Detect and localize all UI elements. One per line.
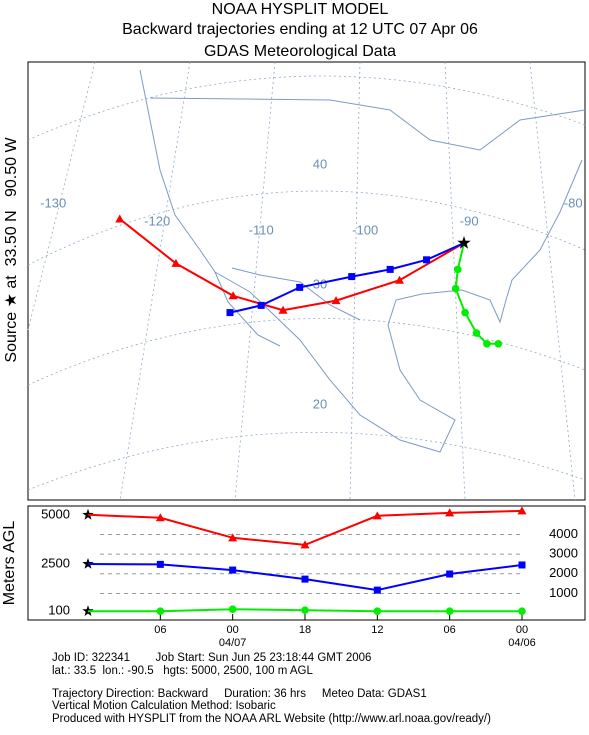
x-tick-label: 18 <box>299 624 311 636</box>
trajectory-point <box>472 329 481 337</box>
trajectory-point <box>228 605 237 613</box>
footer-line: Job ID: 322341 Job Start: Sun Jun 25 23:… <box>52 652 371 664</box>
x-tick-label: 12 <box>371 624 383 636</box>
trajectory-point <box>518 607 526 615</box>
source-label: Source ★ at 33.50 N 90.50 W <box>3 137 20 363</box>
y-tick-label: 5000 <box>41 506 70 521</box>
y-tick-label: 100 <box>48 603 70 618</box>
trajectory-point <box>446 570 454 578</box>
trajectory-point <box>518 561 526 569</box>
longitude-label: -120 <box>144 213 170 228</box>
tick-star <box>82 558 94 569</box>
longitude-label: -100 <box>352 222 378 237</box>
trajectory-point <box>296 283 304 291</box>
y2-tick-label: 3000 <box>549 546 578 561</box>
trajectory-point <box>461 308 469 317</box>
trajectory-point <box>386 265 394 273</box>
longitude-label: -110 <box>249 222 274 237</box>
y2-tick-label: 4000 <box>549 526 578 541</box>
trajectory-point <box>445 607 454 615</box>
trajectory-point <box>451 284 460 293</box>
trajectory-point <box>494 340 503 348</box>
latitude-label: 20 <box>313 396 327 411</box>
trajectory-point <box>372 511 382 520</box>
coastline <box>139 69 586 453</box>
trajectory-point <box>483 340 491 348</box>
trajectory-line <box>229 242 465 314</box>
longitude-label: -80 <box>564 195 583 210</box>
footer-line: Vertical Motion Calculation Method: Isob… <box>52 700 276 712</box>
trajectory-point <box>228 533 238 542</box>
latitude-label: 40 <box>313 156 327 171</box>
y-tick-label: 2500 <box>41 555 70 570</box>
map-frame <box>27 61 586 501</box>
trajectory-point <box>228 291 238 300</box>
graticule <box>27 61 586 501</box>
trajectory-point <box>115 214 125 223</box>
trajectory-point <box>373 607 382 615</box>
height-line <box>87 509 523 546</box>
subtitle: Backward trajectories ending at 12 UTC 0… <box>122 21 478 38</box>
trajectory-point <box>301 606 309 614</box>
trajectory-point <box>257 301 265 309</box>
trajectory-point <box>278 305 288 314</box>
y2-tick-label: 2000 <box>549 565 578 580</box>
trajectory-point <box>453 265 462 274</box>
trajectory-line <box>454 242 499 345</box>
date-label: 04/06 <box>508 637 536 649</box>
title: NOAA HYSPLIT MODEL <box>212 1 389 18</box>
trajectory-point <box>517 506 527 515</box>
footer-line: Produced with HYSPLIT from the NOAA ARL … <box>52 713 491 725</box>
trajectory-point <box>445 508 455 517</box>
trajectory-point <box>171 258 181 267</box>
trajectory-point <box>229 566 237 574</box>
x-tick-label: 06 <box>444 624 456 636</box>
date-label: 04/07 <box>219 637 247 649</box>
tick-star <box>82 508 94 520</box>
y2-tick-label: 1000 <box>549 585 578 600</box>
trajectory-point <box>156 607 165 615</box>
trajectory-point <box>156 560 164 568</box>
trajectory-point <box>226 309 234 317</box>
height-axis-label: Meters AGL <box>1 521 18 606</box>
trajectory-point <box>331 296 341 305</box>
footer-line: lat.: 33.5 lon.: -90.5 hgts: 5000, 2500,… <box>52 665 313 677</box>
trajectory-point <box>395 275 405 284</box>
x-tick-label: 00 <box>516 624 528 636</box>
x-tick-label: 06 <box>154 624 166 636</box>
x-tick-label: 00 <box>227 624 239 636</box>
subtitle2: GDAS Meteorological Data <box>204 43 396 60</box>
height-frame <box>27 505 586 621</box>
longitude-label: -130 <box>40 195 66 210</box>
trajectory-point <box>373 586 381 594</box>
longitude-label: -90 <box>460 213 479 228</box>
footer-line: Trajectory Direction: Backward Duration:… <box>52 688 427 700</box>
source-star <box>457 236 471 249</box>
trajectory-point <box>300 540 310 549</box>
trajectory-point <box>423 256 431 264</box>
trajectory-point <box>348 273 356 281</box>
trajectory-point <box>155 513 165 522</box>
trajectory-point <box>301 575 309 583</box>
